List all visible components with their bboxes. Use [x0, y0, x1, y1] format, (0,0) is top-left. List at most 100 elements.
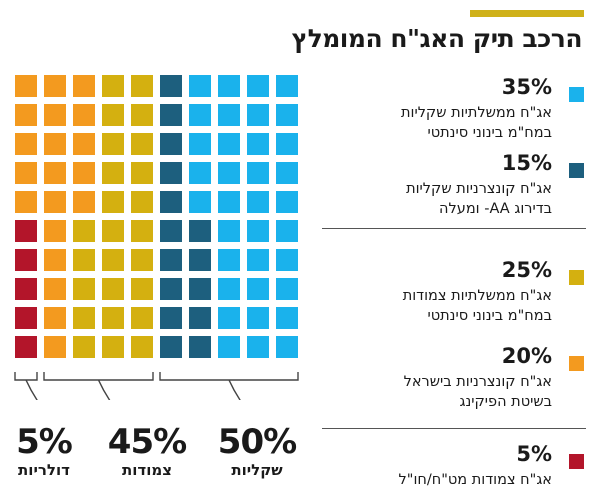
waffle-cell-red [15, 336, 37, 358]
waffle-cell-dark-blue [189, 336, 211, 358]
group-pct: 50% [217, 422, 297, 462]
waffle-cell-gold [73, 336, 95, 358]
legend-pct: 20% [501, 344, 552, 368]
legend-swatch-red [569, 454, 584, 469]
waffle-cell-gold [131, 278, 153, 300]
group-bracket [43, 372, 154, 400]
waffle-cell-gold [102, 162, 124, 184]
legend-desc-line: אג"ח ממשלתיות שקליות [400, 105, 552, 121]
waffle-cell-dark-blue [160, 336, 182, 358]
legend-description: אג"ח צמודות מט"ח/חו"ל [324, 470, 552, 490]
group-pct: 5% [16, 422, 73, 462]
waffle-cell-gold [102, 336, 124, 358]
waffle-cell-dark-blue [160, 104, 182, 126]
waffle-cell-orange [44, 278, 66, 300]
waffle-cell-light-blue [247, 336, 269, 358]
title-accent-bar [470, 10, 584, 17]
chart-title: הרכב תיק האג"ח המומלץ [291, 24, 583, 53]
waffle-cell-gold [73, 249, 95, 271]
waffle-chart [14, 75, 299, 400]
waffle-cell-red [15, 249, 37, 271]
waffle-cell-orange [73, 191, 95, 213]
waffle-cell-light-blue [218, 191, 240, 213]
waffle-cell-gold [102, 278, 124, 300]
waffle-cell-red [15, 278, 37, 300]
waffle-cell-gold [131, 104, 153, 126]
waffle-cell-gold [73, 278, 95, 300]
waffle-cell-red [15, 220, 37, 242]
legend-swatch-light-blue [569, 87, 584, 102]
waffle-cell-light-blue [276, 278, 298, 300]
legend-pct: 15% [501, 151, 552, 175]
group-name: שקליות [231, 461, 283, 479]
waffle-cell-orange [44, 75, 66, 97]
waffle-cell-light-blue [276, 249, 298, 271]
group-pct: 45% [107, 422, 187, 462]
waffle-cell-gold [102, 133, 124, 155]
waffle-cell-light-blue [276, 191, 298, 213]
waffle-cell-light-blue [218, 220, 240, 242]
legend-swatch-dark-blue [569, 163, 584, 178]
waffle-cell-dark-blue [160, 307, 182, 329]
waffle-cell-orange [73, 104, 95, 126]
waffle-cell-light-blue [247, 75, 269, 97]
waffle-cell-gold [131, 191, 153, 213]
waffle-cell-dark-blue [160, 278, 182, 300]
legend-desc-line: בשיטת הפיקינג [459, 394, 552, 410]
legend-pct: 35% [501, 75, 552, 99]
waffle-cell-gold [131, 336, 153, 358]
waffle-cell-dark-blue [189, 220, 211, 242]
waffle-cell-gold [131, 133, 153, 155]
waffle-cell-gold [131, 75, 153, 97]
legend-divider [322, 428, 586, 429]
waffle-cell-orange [15, 104, 37, 126]
legend-desc-line: במח"מ בינוני סינתטי [427, 308, 552, 324]
legend-swatch-gold [569, 270, 584, 285]
waffle-cell-light-blue [247, 191, 269, 213]
waffle-cell-orange [73, 75, 95, 97]
waffle-cell-light-blue [218, 104, 240, 126]
waffle-cell-dark-blue [160, 162, 182, 184]
waffle-cell-light-blue [276, 133, 298, 155]
group-label-shekel: 50% שקליות [202, 423, 312, 479]
waffle-cell-gold [131, 249, 153, 271]
waffle-cell-light-blue [276, 307, 298, 329]
waffle-cell-gold [102, 220, 124, 242]
waffle-cell-light-blue [189, 162, 211, 184]
legend-description: אג"ח ממשלתיות שקליות במח"מ בינוני סינתטי [324, 103, 552, 143]
waffle-cell-gold [102, 249, 124, 271]
group-name: דולריות [18, 461, 70, 479]
waffle-cell-orange [44, 133, 66, 155]
waffle-cell-orange [44, 162, 66, 184]
waffle-cell-light-blue [218, 162, 240, 184]
waffle-cell-gold [131, 162, 153, 184]
waffle-cell-gold [73, 220, 95, 242]
legend-divider [322, 228, 586, 229]
legend-desc-line: אג"ח קונצרניות בישראל [403, 374, 552, 390]
waffle-cell-dark-blue [160, 133, 182, 155]
waffle-cell-light-blue [189, 75, 211, 97]
waffle-cell-light-blue [189, 191, 211, 213]
waffle-cell-light-blue [276, 162, 298, 184]
waffle-cell-light-blue [247, 220, 269, 242]
waffle-cell-light-blue [218, 249, 240, 271]
waffle-cell-light-blue [189, 104, 211, 126]
legend-pct: 25% [501, 258, 552, 282]
waffle-cell-light-blue [247, 249, 269, 271]
waffle-cell-orange [15, 162, 37, 184]
waffle-cell-orange [44, 191, 66, 213]
waffle-cell-gold [102, 191, 124, 213]
legend-desc-line: במח"מ בינוני סינתטי [427, 125, 552, 141]
legend-desc-line: אג"ח ממשלתיות צמודות [402, 288, 552, 304]
waffle-cell-light-blue [218, 278, 240, 300]
legend-description: אג"ח קונצרניות שקליות בדירוג AA- ומעלה [324, 179, 552, 219]
group-name: צמודות [121, 461, 172, 479]
waffle-cell-light-blue [247, 162, 269, 184]
waffle-cell-light-blue [247, 278, 269, 300]
waffle-cell-orange [15, 191, 37, 213]
waffle-cell-light-blue [247, 133, 269, 155]
group-label-dollar: 5% דולריות [4, 423, 84, 479]
waffle-cell-light-blue [276, 104, 298, 126]
waffle-cell-orange [15, 75, 37, 97]
waffle-cell-light-blue [218, 133, 240, 155]
